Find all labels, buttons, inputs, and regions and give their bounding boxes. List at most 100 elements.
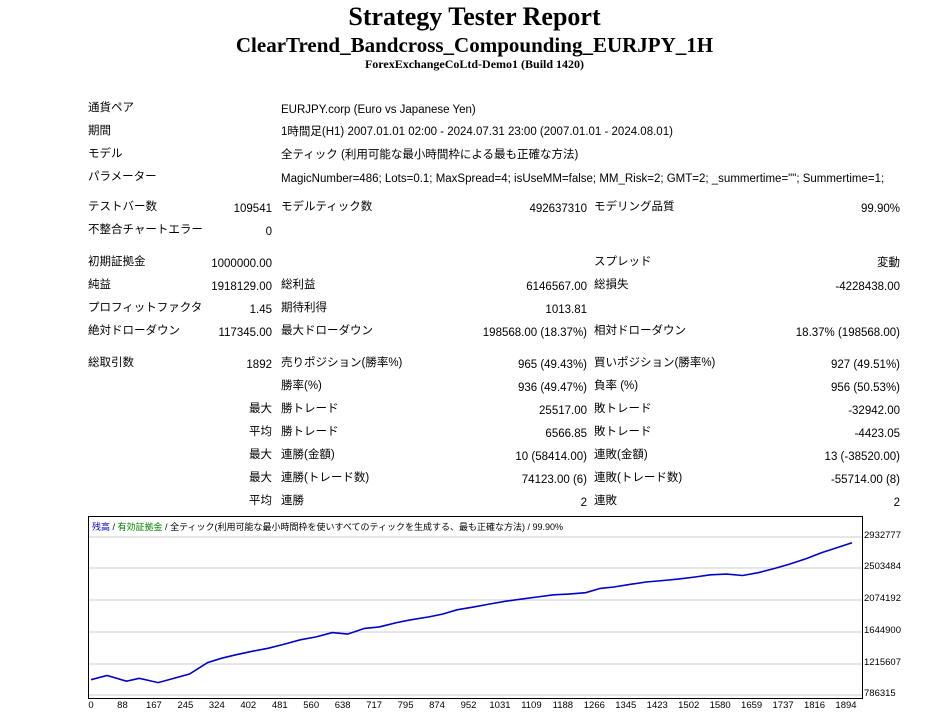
- max-consec-profit-label: 連勝(トレード数): [281, 472, 370, 484]
- spread-label: スプレッド: [594, 256, 652, 268]
- period-label: 期間: [88, 125, 111, 137]
- avg-consec-losses-label: 連敗: [594, 495, 617, 507]
- avg-win-label: 勝トレード: [281, 426, 339, 438]
- max-consec-losses-value: 13 (-38520.00): [824, 451, 900, 463]
- x-tick-label: 481: [271, 700, 288, 711]
- balance-series-line: [90, 542, 853, 684]
- balance-chart-svg: [89, 536, 862, 696]
- relative-drawdown-value: 18.37% (198568.00): [795, 327, 900, 339]
- total-trades-label: 総取引数: [88, 357, 134, 369]
- expected-payoff-label: 期待利得: [281, 302, 327, 314]
- quality-value: 99.90%: [860, 203, 900, 215]
- ticks-label: モデルティック数: [281, 201, 373, 213]
- x-tick-label: 1266: [583, 700, 605, 711]
- spread-value: 変動: [877, 257, 900, 269]
- y-tick-label: 1644900: [864, 625, 901, 636]
- average-prefix: 平均: [249, 426, 272, 438]
- x-tick-label: 1109: [521, 700, 542, 711]
- y-tick-label: 2074192: [864, 593, 901, 604]
- symbol-value: EURJPY.corp (Euro vs Japanese Yen): [281, 104, 476, 116]
- model-label: モデル: [88, 148, 123, 160]
- legend-equity: 有効証拠金: [117, 522, 163, 532]
- symbol-label: 通貨ペア: [88, 102, 134, 114]
- x-tick-label: 167: [145, 700, 162, 711]
- avg-win-value: 6566.85: [545, 428, 587, 440]
- gross-profit-label: 総利益: [281, 279, 316, 291]
- x-tick-label: 1894: [835, 700, 857, 711]
- bars-label: テストバー数: [88, 201, 157, 213]
- short-positions-value: 965 (49.43%): [517, 359, 587, 371]
- gross-loss-label: 総損失: [594, 279, 629, 291]
- x-tick-label: 560: [303, 700, 320, 711]
- x-tick-label: 1345: [615, 700, 637, 711]
- x-tick-label: 324: [208, 700, 225, 711]
- profit-factor-label: プロフィットファクタ: [88, 302, 203, 314]
- deposit-label: 初期証拠金: [88, 256, 146, 268]
- x-tick-label: 1502: [678, 700, 700, 711]
- avg-consec-wins-label: 連勝: [281, 495, 304, 507]
- max-consec-wins-value: 10 (58414.00): [515, 451, 587, 463]
- loss-trades-label: 負率 (%): [594, 380, 639, 392]
- balance-chart: 残高 / 有効証拠金 / 全ティック(利用可能な最小時間枠を使いすべてのティック…: [88, 516, 863, 699]
- largest-prefix: 最大: [249, 403, 272, 415]
- legend-model: 全ティック(利用可能な最小時間枠を使いすべてのティックを生成する、最も正確な方法…: [170, 522, 564, 532]
- largest-loss-label: 敗トレード: [594, 403, 652, 415]
- max-consec-profit-value: 74123.00 (6): [521, 474, 587, 486]
- errors-value: 0: [265, 226, 272, 238]
- max-consec-wins-label: 連勝(金額): [281, 449, 335, 461]
- avg-consec-losses-value: 2: [893, 497, 900, 509]
- y-tick-label: 1215607: [864, 657, 901, 668]
- deposit-value: 1000000.00: [211, 258, 272, 270]
- y-tick-label: 2932777: [864, 530, 901, 541]
- absolute-drawdown-value: 117345.00: [218, 327, 272, 339]
- short-positions-label: 売りポジション(勝率%): [281, 357, 403, 369]
- errors-label: 不整合チャートエラー: [88, 224, 203, 236]
- profit-trades-label: 勝率(%): [281, 380, 322, 392]
- max-consec-loss-amount-value: -55714.00 (8): [830, 474, 900, 486]
- bars-value: 109541: [233, 203, 272, 215]
- gross-loss-value: -4228438.00: [835, 281, 900, 293]
- absolute-drawdown-label: 絶対ドローダウン: [88, 325, 180, 337]
- quality-label: モデリング品質: [594, 201, 675, 213]
- x-tick-label: 88: [117, 700, 128, 711]
- x-tick-label: 1423: [646, 700, 668, 711]
- x-tick-label: 1031: [489, 700, 511, 711]
- x-tick-label: 1737: [772, 700, 794, 711]
- x-tick-label: 1659: [741, 700, 763, 711]
- model-value: 全ティック (利用可能な最小時間枠による最も正確な方法): [281, 149, 579, 161]
- x-tick-label: 952: [460, 700, 477, 711]
- max-consec-losses-label: 連敗(金額): [594, 449, 648, 461]
- x-tick-label: 717: [366, 700, 383, 711]
- x-tick-label: 245: [177, 700, 194, 711]
- avg-loss-value: -4423.05: [854, 428, 900, 440]
- x-tick-label: 1816: [803, 700, 826, 711]
- long-positions-label: 買いポジション(勝率%): [594, 357, 716, 369]
- relative-drawdown-label: 相対ドローダウン: [594, 325, 686, 337]
- ticks-value: 492637310: [529, 203, 587, 215]
- expected-payoff-value: 1013.81: [545, 304, 587, 316]
- report-subtitle: ClearTrend_Bandcross_Compounding_EURJPY_…: [235, 33, 714, 57]
- x-tick-label: 795: [397, 700, 414, 711]
- server-build: ForexExchangeCoLtd-Demo1 (Build 1420): [364, 57, 585, 71]
- parameters-value: MagicNumber=486; Lots=0.1; MaxSpread=4; …: [281, 173, 885, 185]
- max-consec-profit-prefix: 最大: [249, 472, 272, 484]
- avg-consec-wins-value: 2: [580, 497, 587, 509]
- avg-consec-prefix: 平均: [249, 495, 272, 507]
- gross-profit-value: 6146567.00: [526, 281, 587, 293]
- largest-loss-value: -32942.00: [848, 405, 900, 417]
- max-consec-loss-amount-label: 連敗(トレード数): [594, 472, 683, 484]
- period-value: 1時間足(H1) 2007.01.01 02:00 - 2024.07.31 2…: [281, 126, 673, 138]
- long-positions-value: 927 (49.51%): [830, 359, 900, 371]
- x-tick-label: 1188: [552, 700, 574, 711]
- largest-win-label: 勝トレード: [281, 403, 339, 415]
- total-trades-value: 1892: [246, 359, 272, 371]
- chart-legend: 残高 / 有効証拠金 / 全ティック(利用可能な最小時間枠を使いすべてのティック…: [92, 520, 563, 533]
- y-tick-label: 2503484: [864, 561, 901, 572]
- x-tick-label: 874: [429, 700, 445, 711]
- x-tick-label: 402: [240, 700, 257, 711]
- report-title: Strategy Tester Report: [348, 2, 601, 31]
- net-profit-label: 純益: [88, 279, 111, 291]
- parameters-label: パラメーター: [88, 171, 157, 183]
- loss-trades-value: 956 (50.53%): [830, 382, 900, 394]
- profit-trades-value: 936 (49.47%): [517, 382, 587, 394]
